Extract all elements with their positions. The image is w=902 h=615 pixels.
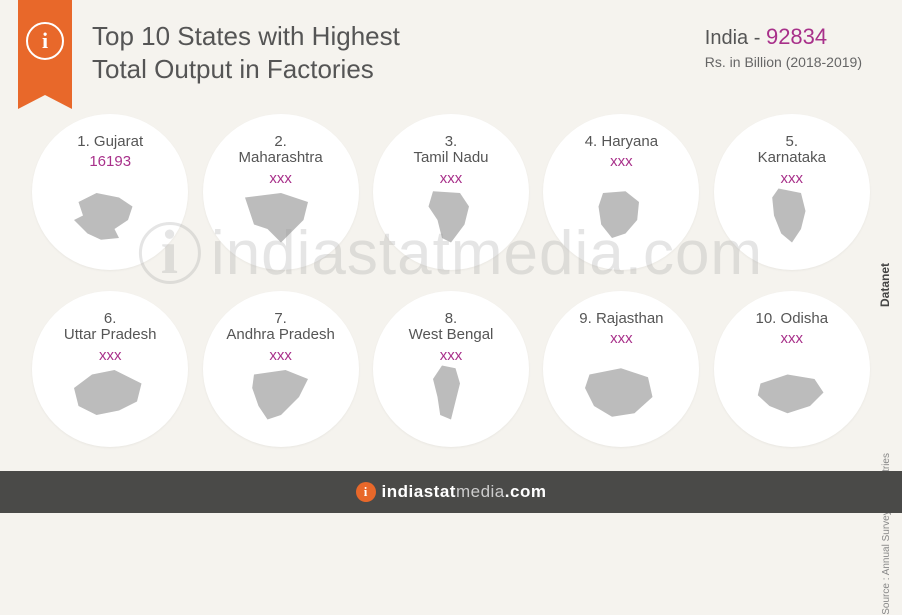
footer-brand: indiastatmedia.com (382, 482, 547, 502)
state-map-andhrapradesh (236, 360, 326, 425)
state-name: 8.West Bengal (409, 311, 494, 344)
ribbon-badge: i (18, 0, 72, 95)
india-label: India - (705, 27, 766, 49)
state-map-odisha (747, 360, 837, 425)
state-name: 3.Tamil Nadu (413, 134, 488, 167)
india-summary: India - 92834 Rs. in Billion (2018-2019) (705, 24, 862, 70)
state-name: 2.Maharashtra (238, 134, 322, 167)
title-line-2: Total Output in Factories (92, 54, 374, 84)
state-map-uttarpradesh (65, 360, 155, 425)
title-line-1: Top 10 States with Highest (92, 21, 400, 51)
state-name: 10. Odisha (756, 311, 829, 328)
state-circle: 6.Uttar Pradesh xxx (32, 291, 188, 447)
state-circle: 5.Karnataka xxx (714, 114, 870, 270)
state-name: 4. Haryana (585, 134, 658, 151)
infographic-container: i Top 10 States with Highest Total Outpu… (0, 0, 902, 513)
state-value: xxx (610, 330, 633, 347)
state-name: 7.Andhra Pradesh (226, 311, 334, 344)
state-value: xxx (781, 330, 804, 347)
state-map-rajasthan (576, 360, 666, 425)
state-name: 1. Gujarat (77, 134, 143, 151)
state-map-gujarat (65, 183, 155, 248)
state-circle: 9. Rajasthan xxx (543, 291, 699, 447)
india-value: 92834 (766, 24, 827, 49)
footer: i indiastatmedia.com (0, 471, 902, 513)
state-name: 9. Rajasthan (579, 311, 663, 328)
state-name: 6.Uttar Pradesh (64, 311, 157, 344)
state-circle: 8.West Bengal xxx (373, 291, 529, 447)
state-circle: 4. Haryana xxx (543, 114, 699, 270)
india-subtitle: Rs. in Billion (2018-2019) (705, 54, 862, 70)
state-map-maharashtra (236, 183, 326, 248)
footer-logo: i indiastatmedia.com (356, 482, 547, 502)
state-map-karnataka (747, 183, 837, 248)
info-icon: i (26, 22, 64, 60)
footer-info-icon: i (356, 482, 376, 502)
state-map-tamilnadu (406, 183, 496, 248)
state-circle: 2.Maharashtra xxx (203, 114, 359, 270)
state-map-haryana (576, 183, 666, 248)
state-name: 5.Karnataka (758, 134, 826, 167)
states-grid: 1. Gujarat 16193 2.Maharashtra xxx 3.Tam… (30, 110, 872, 450)
state-map-westbengal (406, 360, 496, 425)
state-circle: 1. Gujarat 16193 (32, 114, 188, 270)
state-circle: 3.Tamil Nadu xxx (373, 114, 529, 270)
state-circle: 7.Andhra Pradesh xxx (203, 291, 359, 447)
state-value: xxx (610, 153, 633, 170)
state-circle: 10. Odisha xxx (714, 291, 870, 447)
state-value: 16193 (89, 153, 131, 170)
publisher-credit: Datanet (878, 263, 892, 307)
